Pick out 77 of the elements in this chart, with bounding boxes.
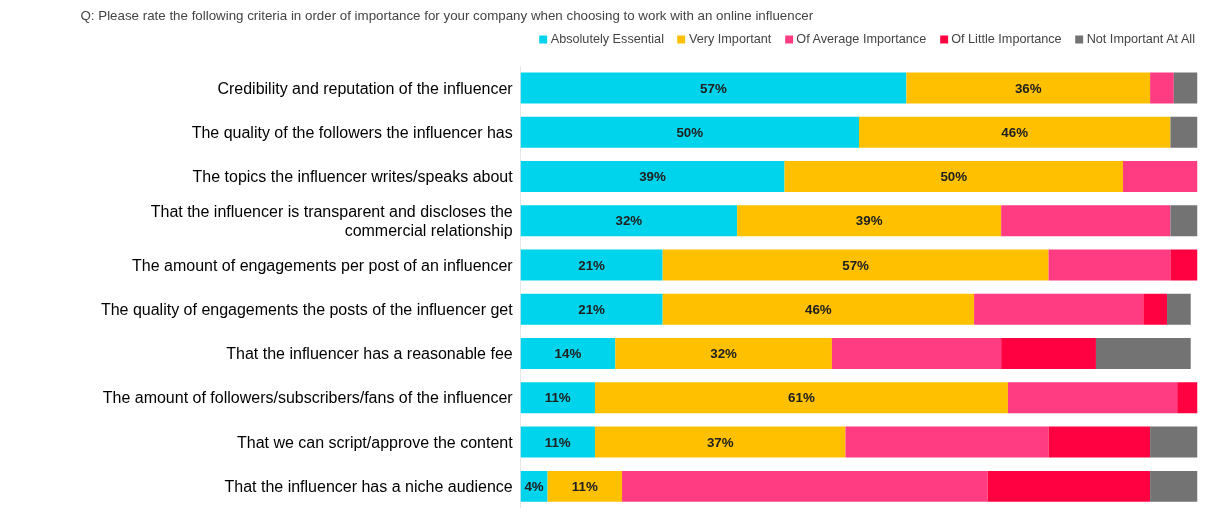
data-label: 32%: [710, 346, 738, 362]
legend-label: Of Little Importance: [951, 32, 1062, 46]
data-label: 21%: [578, 301, 606, 317]
data-label: 14%: [554, 346, 582, 362]
data-label: 32%: [615, 213, 643, 229]
legend-label: Of Average Importance: [796, 32, 927, 46]
bar: [1123, 161, 1198, 193]
bar: [1048, 249, 1171, 281]
bar: [784, 161, 1124, 193]
data-label: 21%: [578, 257, 606, 273]
bar: [520, 116, 859, 148]
bar: [622, 470, 988, 502]
data-label: 36%: [1014, 80, 1042, 96]
y-tick-label: The quality of the followers the influencer has: [191, 123, 513, 141]
bar: [831, 338, 1002, 370]
y-tick-label: That we can script/approve the content: [236, 433, 514, 451]
bar: [1150, 470, 1198, 502]
legend-label: Absolutely Essential: [550, 32, 664, 46]
bar: [520, 72, 907, 104]
y-tick-label: The amount of followers/subscribers/fans of the influencer: [102, 389, 514, 407]
bar: [1143, 293, 1168, 325]
bar: [737, 205, 1002, 237]
bar: [1001, 205, 1171, 237]
data-label: 39%: [855, 213, 883, 229]
data-label: 57%: [842, 257, 870, 273]
y-tick-label: That the influencer is transparent and discloses the commercial relationship: [150, 202, 513, 239]
y-tick-label: The quality of engagements the posts of the influencer get: [100, 300, 514, 318]
bar: [662, 293, 975, 325]
data-label: 11%: [571, 478, 598, 494]
bar: [845, 426, 1049, 458]
data-label: 46%: [1001, 124, 1029, 140]
y-tick-label: The amount of engagements per post of an influencer: [132, 256, 514, 274]
bar: [1048, 426, 1151, 458]
data-label: 11%: [544, 390, 571, 406]
bar: [520, 249, 663, 281]
legend-label: Not Important At All: [1086, 32, 1195, 46]
y-tick-label: That the influencer has a niche audience: [224, 477, 513, 495]
bar: [547, 470, 623, 502]
bar: [594, 382, 1008, 414]
bar: [662, 249, 1049, 281]
bar: [1170, 116, 1198, 148]
bar: [615, 338, 832, 370]
bar: [1173, 72, 1198, 104]
data-label: 61%: [788, 390, 815, 406]
data-label: 57%: [700, 80, 727, 96]
data-label: 11%: [544, 434, 571, 450]
bar: [974, 293, 1144, 325]
bar: [520, 161, 785, 193]
bar: [520, 338, 616, 370]
bar: [1095, 338, 1191, 370]
bar: [859, 116, 1171, 148]
y-tick-label: Credibility and reputation of the influencer: [217, 79, 514, 97]
data-label: 4%: [524, 478, 544, 494]
y-tick-label: The topics the influencer writes/speaks about: [192, 168, 514, 186]
data-label: 37%: [706, 434, 734, 450]
bar: [906, 72, 1151, 104]
bar: [1150, 426, 1198, 458]
bar: [1177, 382, 1198, 414]
bar: [1001, 338, 1096, 370]
bar: [520, 382, 595, 414]
data-label: 50%: [940, 169, 968, 185]
bar: [520, 205, 738, 237]
bar: [520, 293, 663, 325]
chart-title: Q: Please rate the following criteria in order of importance for your company when choosing to work with an online influencer: [80, 7, 814, 23]
data-label: 50%: [676, 124, 704, 140]
y-tick-label: That the influencer has a reasonable fee: [226, 345, 513, 363]
bar: [594, 426, 846, 458]
bar: [1170, 205, 1198, 237]
data-label: 46%: [805, 301, 832, 317]
bar: [520, 426, 595, 458]
legend-label: Very Important: [688, 32, 772, 46]
bar: [1150, 72, 1174, 104]
data-label: 39%: [639, 169, 666, 185]
bar: [987, 470, 1151, 502]
bar: [1170, 249, 1198, 281]
bar: [1167, 293, 1191, 325]
bar: [1007, 382, 1178, 414]
